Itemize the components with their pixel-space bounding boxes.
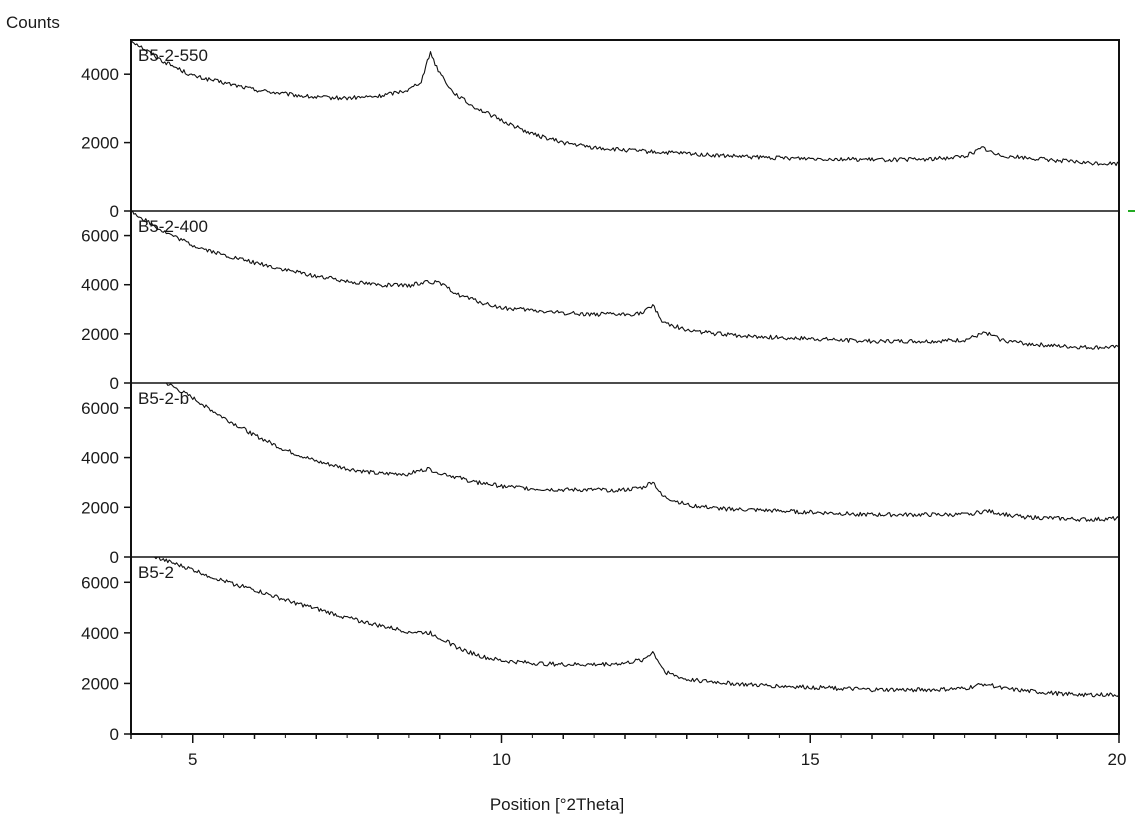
y-tick-label: 4000 [81, 449, 119, 468]
panel-3: 0 2000 4000 6000 B5-2-b [81, 382, 1120, 567]
x-tick-label: 5 [188, 750, 197, 769]
series-label: B5-2-550 [138, 46, 208, 65]
series-line [130, 210, 1120, 350]
series-label: B5-2-b [138, 389, 189, 408]
series-line [130, 40, 1120, 167]
y-tick-label: 0 [110, 725, 119, 744]
series-line [131, 382, 1120, 522]
y-tick-label: 2000 [81, 134, 119, 153]
x-axis-title: Position [°2Theta] [490, 795, 624, 814]
y-tick-label: 0 [110, 548, 119, 567]
panel-2: 0 2000 4000 6000 B5-2-400 [81, 210, 1120, 393]
series-line [131, 556, 1120, 698]
chart-panels: 0 2000 4000 B5-2-550 0 2000 4000 6000 B5-2-400 0 2… [81, 40, 1120, 744]
panel-4: 0 2000 4000 6000 B5-2 [81, 556, 1120, 744]
x-axis: 5 10 15 20 [130, 734, 1127, 769]
y-tick-label: 4000 [81, 276, 119, 295]
x-tick-label: 20 [1108, 750, 1127, 769]
x-tick-label: 10 [492, 750, 511, 769]
y-tick-label: 4000 [81, 65, 119, 84]
y-tick-label: 2000 [81, 325, 119, 344]
y-tick-label: 0 [110, 374, 119, 393]
series-label: B5-2 [138, 563, 174, 582]
series-label: B5-2-400 [138, 217, 208, 236]
x-tick-label: 15 [801, 750, 820, 769]
y-tick-label: 6000 [81, 573, 119, 592]
y-tick-label: 6000 [81, 399, 119, 418]
y-tick-label: 0 [110, 202, 119, 221]
panel-1: 0 2000 4000 B5-2-550 [81, 40, 1120, 221]
y-tick-label: 2000 [81, 498, 119, 517]
y-tick-label: 2000 [81, 674, 119, 693]
plot-frame [130, 39, 1120, 735]
y-axis-title: Counts [6, 13, 60, 32]
y-tick-label: 6000 [81, 227, 119, 246]
y-tick-label: 4000 [81, 624, 119, 643]
